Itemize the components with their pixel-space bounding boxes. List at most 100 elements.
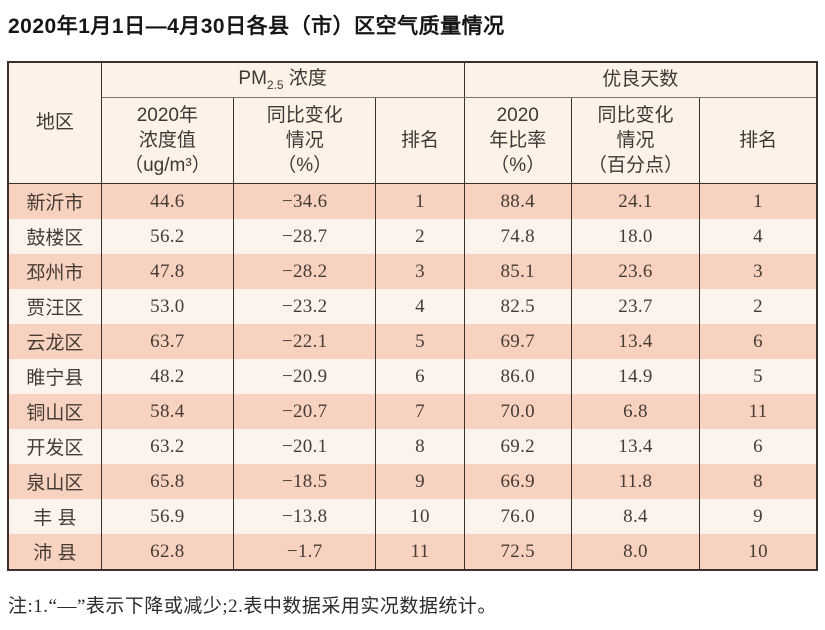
cell-pm-value: 44.6 <box>100 183 235 219</box>
cell-gd-change: 13.4 <box>570 429 701 464</box>
cell-pm-rank: 8 <box>375 429 465 464</box>
cell-gd-ratio: 66.9 <box>463 464 572 499</box>
cell-gd-rank: 8 <box>699 464 818 499</box>
cell-gd-ratio: 86.0 <box>463 359 572 394</box>
pm25-group-header: PM2.5 浓度 <box>100 62 465 98</box>
cell-gd-change: 11.8 <box>570 464 701 499</box>
cell-gd-rank: 11 <box>699 394 818 429</box>
cell-pm-change: −13.8 <box>233 499 377 534</box>
table-row: 开发区 63.2 −20.1 8 69.2 13.4 6 <box>7 429 818 464</box>
table-row: 铜山区 58.4 −20.7 7 70.0 6.8 11 <box>7 394 818 429</box>
cell-pm-change: −20.1 <box>233 429 377 464</box>
table-row: 云龙区 63.7 −22.1 5 69.7 13.4 6 <box>7 324 818 359</box>
cell-pm-change: −20.9 <box>233 359 377 394</box>
cell-pm-value: 56.9 <box>100 499 235 534</box>
cell-pm-rank: 4 <box>375 289 465 324</box>
cell-region: 贾汪区 <box>7 289 102 324</box>
cell-pm-value: 63.2 <box>100 429 235 464</box>
cell-gd-rank: 3 <box>699 254 818 289</box>
cell-gd-change: 24.1 <box>570 183 701 219</box>
table-body: 新沂市 44.6 −34.6 1 88.4 24.1 1 鼓楼区 56.2 −28.7 2 74.8 1… <box>7 183 818 570</box>
sub-header-row: 2020年 浓度值 （ug/m³） 同比变化 情况 （%） 排名 2020 年比… <box>8 97 818 184</box>
footnote: 注:1.“—”表示下降或减少;2.表中数据采用实况数据统计。 <box>8 596 497 617</box>
cell-region: 邳州市 <box>7 254 102 289</box>
cell-pm-change: −23.2 <box>233 289 377 324</box>
pm25-label-subscript: 2.5 <box>266 77 284 92</box>
cell-region: 睢宁县 <box>7 359 102 394</box>
pm25-label-prefix: PM <box>238 68 267 90</box>
table-row: 睢宁县 48.2 −20.9 6 86.0 14.9 5 <box>7 359 818 394</box>
cell-gd-rank: 6 <box>699 324 818 359</box>
air-quality-table: 地区 PM2.5 浓度 优良天数 2020年 浓度值 （ug/m³） 同比变化 … <box>7 61 818 571</box>
pm-value-column-header: 2020年 浓度值 （ug/m³） <box>100 97 235 184</box>
table-row: 新沂市 44.6 −34.6 1 88.4 24.1 1 <box>7 183 818 219</box>
cell-pm-change: −1.7 <box>233 534 377 570</box>
cell-pm-rank: 11 <box>375 534 465 570</box>
cell-pm-rank: 5 <box>375 324 465 359</box>
cell-region: 新沂市 <box>7 183 102 219</box>
pm25-label-suffix: 浓度 <box>283 68 327 90</box>
cell-gd-ratio: 70.0 <box>463 394 572 429</box>
cell-pm-rank: 6 <box>375 359 465 394</box>
cell-pm-change: −28.7 <box>233 219 377 254</box>
cell-region: 开发区 <box>7 429 102 464</box>
cell-gd-ratio: 85.1 <box>463 254 572 289</box>
cell-pm-value: 56.2 <box>100 219 235 254</box>
table-row: 贾汪区 53.0 −23.2 4 82.5 23.7 2 <box>7 289 818 324</box>
cell-pm-change: −20.7 <box>233 394 377 429</box>
cell-gd-change: 6.8 <box>570 394 701 429</box>
gd-rank-column-header: 排名 <box>699 97 818 184</box>
cell-region: 丰 县 <box>7 499 102 534</box>
cell-region: 云龙区 <box>7 324 102 359</box>
cell-gd-rank: 10 <box>699 534 818 570</box>
cell-region: 铜山区 <box>7 394 102 429</box>
cell-gd-change: 13.4 <box>570 324 701 359</box>
table-row: 鼓楼区 56.2 −28.7 2 74.8 18.0 4 <box>7 219 818 254</box>
cell-pm-value: 62.8 <box>100 534 235 570</box>
cell-gd-ratio: 74.8 <box>463 219 572 254</box>
good-days-group-header: 优良天数 <box>463 62 818 98</box>
cell-pm-value: 63.7 <box>100 324 235 359</box>
cell-gd-ratio: 69.7 <box>463 324 572 359</box>
cell-gd-change: 23.6 <box>570 254 701 289</box>
cell-pm-change: −18.5 <box>233 464 377 499</box>
cell-gd-ratio: 76.0 <box>463 499 572 534</box>
cell-gd-ratio: 82.5 <box>463 289 572 324</box>
cell-region: 泉山区 <box>7 464 102 499</box>
cell-gd-rank: 9 <box>699 499 818 534</box>
gd-change-column-header: 同比变化 情况 （百分点） <box>570 97 701 184</box>
cell-region: 沛 县 <box>7 534 102 570</box>
cell-pm-rank: 9 <box>375 464 465 499</box>
cell-pm-rank: 2 <box>375 219 465 254</box>
group-header-row: 地区 PM2.5 浓度 优良天数 <box>7 62 818 184</box>
cell-pm-rank: 7 <box>375 394 465 429</box>
cell-gd-ratio: 69.2 <box>463 429 572 464</box>
table-row: 邳州市 47.8 −28.2 3 85.1 23.6 3 <box>7 254 818 289</box>
cell-gd-ratio: 72.5 <box>463 534 572 570</box>
cell-region: 鼓楼区 <box>7 219 102 254</box>
cell-pm-rank: 3 <box>375 254 465 289</box>
cell-pm-rank: 1 <box>375 183 465 219</box>
cell-pm-change: −34.6 <box>233 183 377 219</box>
cell-pm-value: 48.2 <box>100 359 235 394</box>
cell-gd-rank: 1 <box>699 183 818 219</box>
pm-rank-column-header: 排名 <box>375 97 465 184</box>
cell-gd-change: 18.0 <box>570 219 701 254</box>
table-header: 地区 PM2.5 浓度 优良天数 2020年 浓度值 （ug/m³） 同比变化 … <box>7 62 818 184</box>
cell-gd-rank: 2 <box>699 289 818 324</box>
cell-gd-change: 8.0 <box>570 534 701 570</box>
cell-pm-change: −22.1 <box>233 324 377 359</box>
pm-change-column-header: 同比变化 情况 （%） <box>233 97 377 184</box>
cell-gd-ratio: 88.4 <box>463 183 572 219</box>
cell-pm-change: −28.2 <box>233 254 377 289</box>
cell-gd-change: 14.9 <box>570 359 701 394</box>
cell-pm-value: 53.0 <box>100 289 235 324</box>
cell-pm-rank: 10 <box>375 499 465 534</box>
gd-ratio-column-header: 2020 年比率 （%） <box>463 97 572 184</box>
page-title: 2020年1月1日—4月30日各县（市）区空气质量情况 <box>8 15 505 38</box>
cell-gd-rank: 5 <box>699 359 818 394</box>
table-row: 泉山区 65.8 −18.5 9 66.9 11.8 8 <box>7 464 818 499</box>
cell-gd-rank: 4 <box>699 219 818 254</box>
cell-pm-value: 65.8 <box>100 464 235 499</box>
cell-pm-value: 47.8 <box>100 254 235 289</box>
